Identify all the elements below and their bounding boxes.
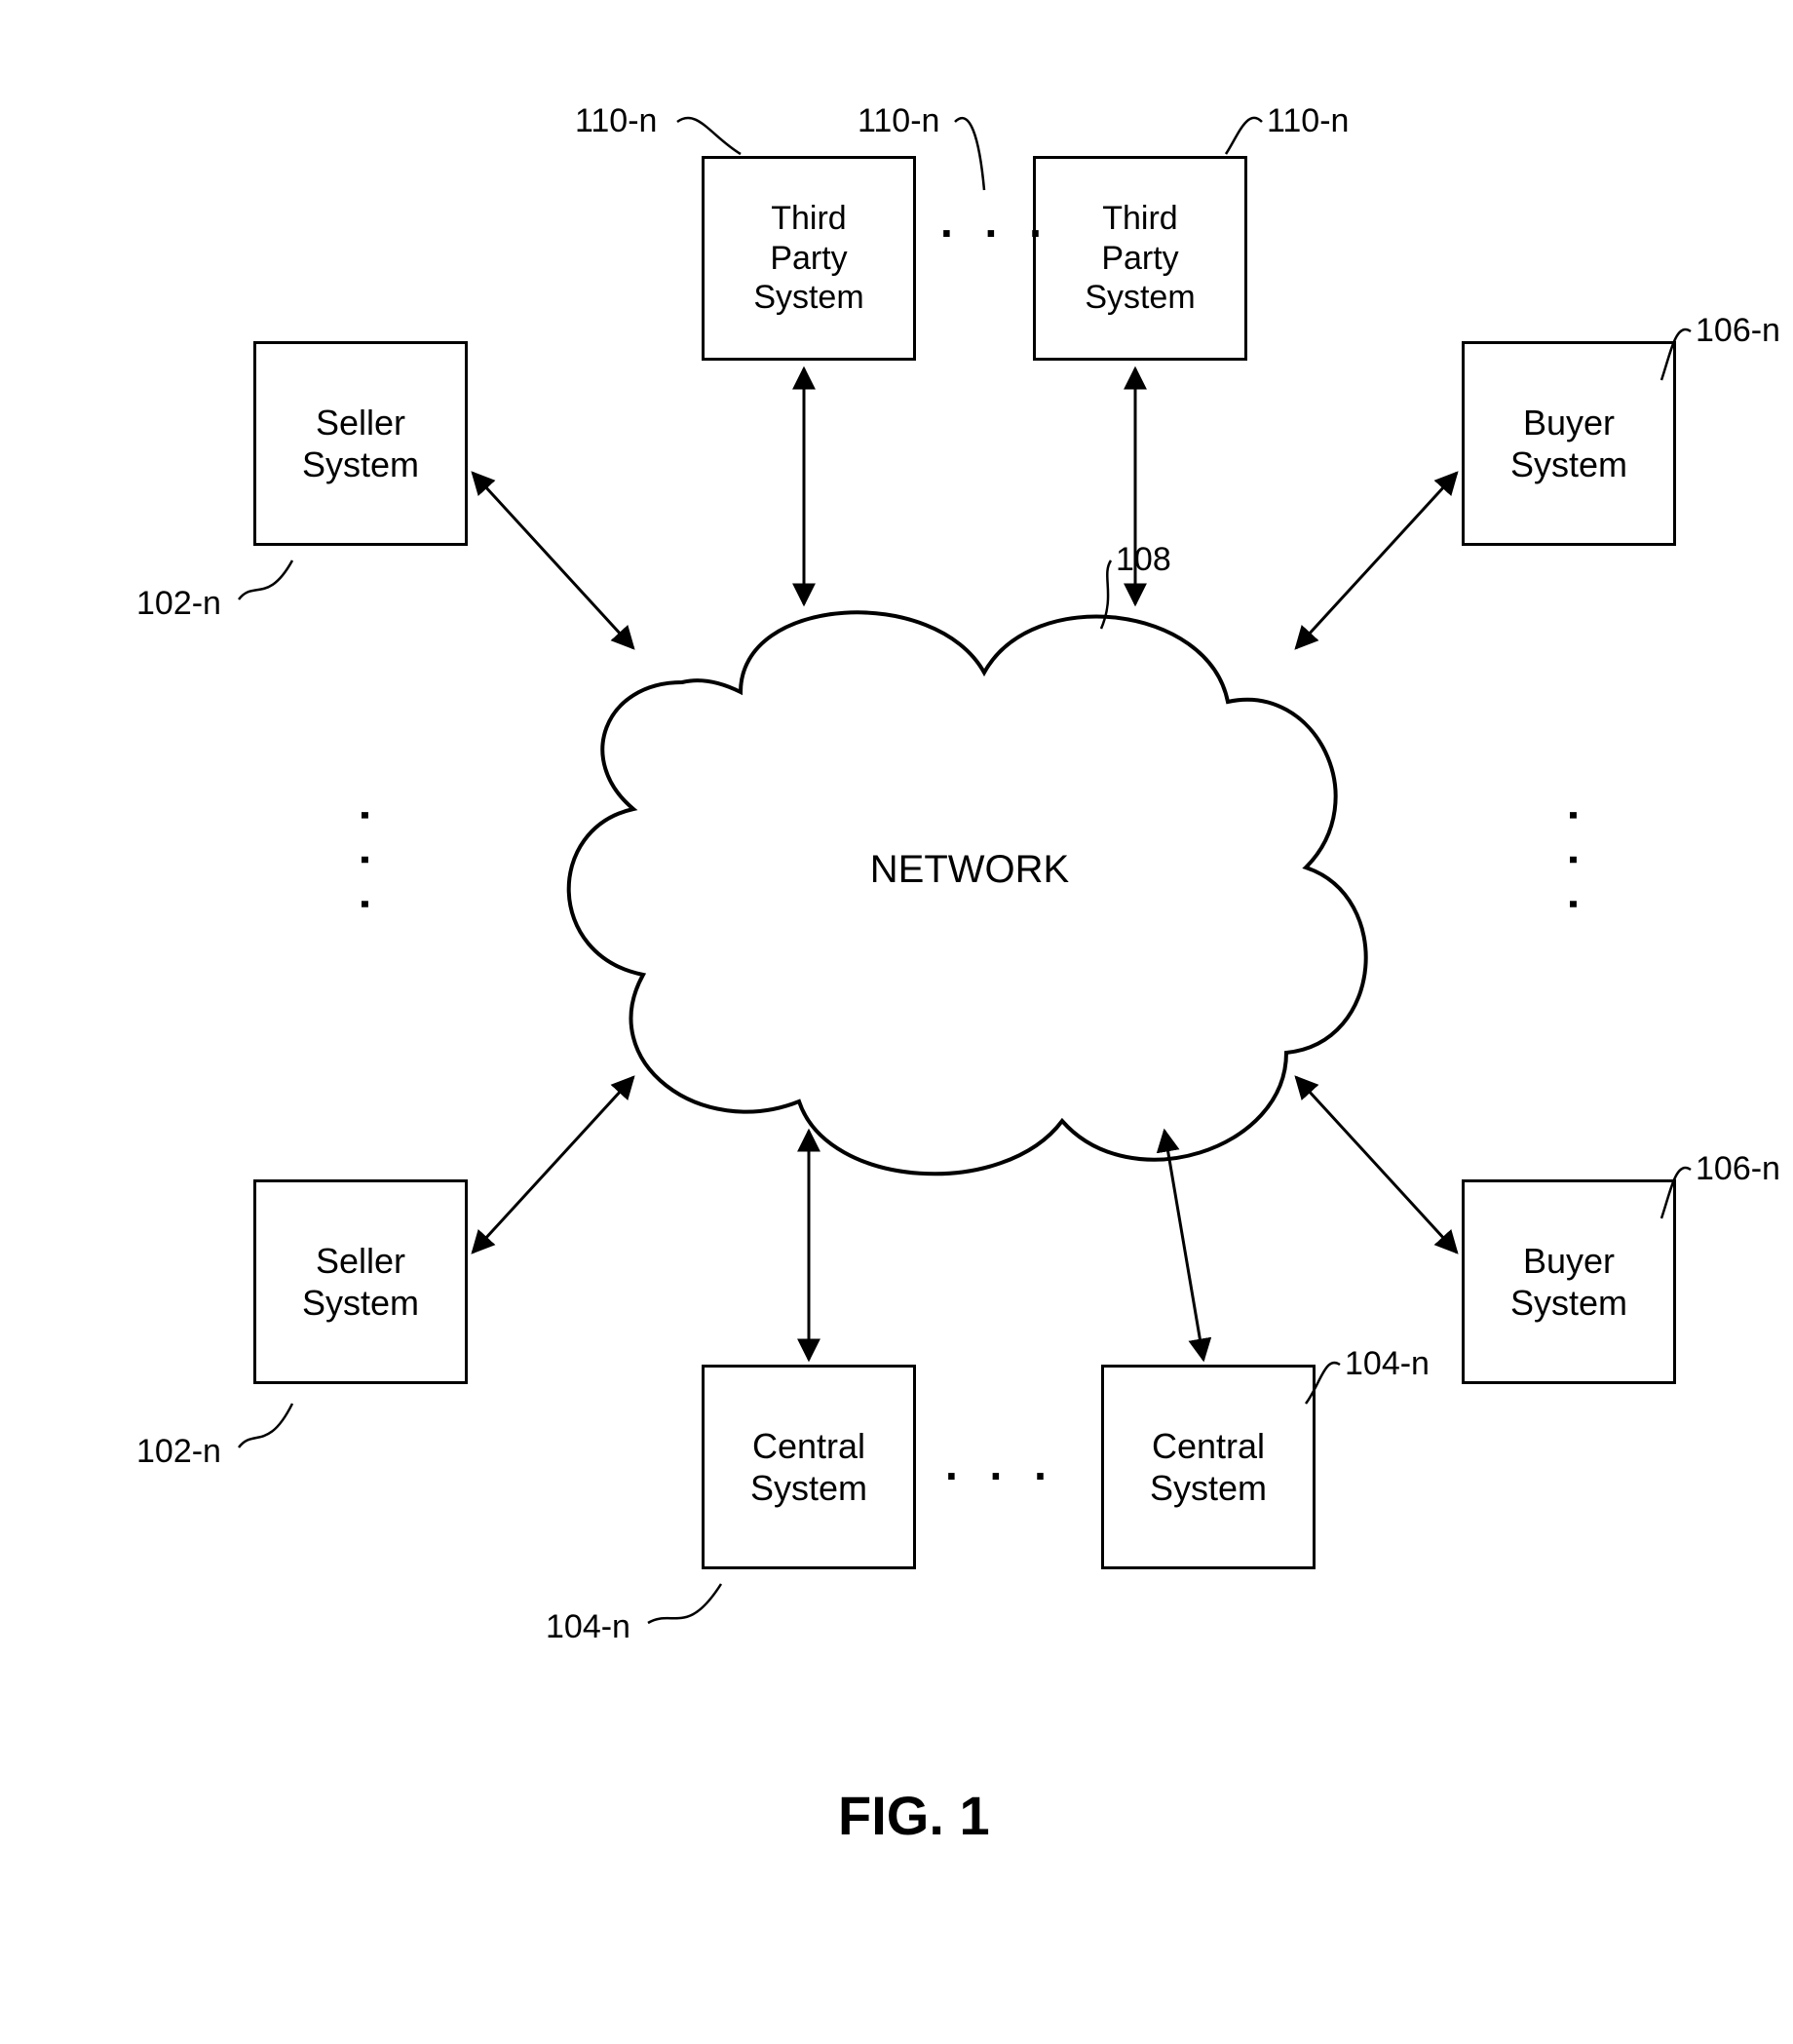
node-buyer-bot: BuyerSystem — [1462, 1179, 1676, 1384]
ref-central-right: 104-n — [1345, 1345, 1430, 1383]
ellipsis-central: . . . — [945, 1438, 1056, 1490]
node-label: SellerSystem — [302, 1240, 419, 1324]
node-seller-top: SellerSystem — [253, 341, 468, 546]
ref-third-left: 110-n — [575, 102, 657, 140]
node-label: BuyerSystem — [1510, 402, 1627, 485]
cloud-label: NETWORK — [870, 848, 1070, 891]
node-third-left: ThirdPartySystem — [702, 156, 916, 361]
ellipsis-third: . . . — [940, 195, 1051, 248]
figure-caption: FIG. 1 — [838, 1784, 990, 1847]
ref-seller-bot: 102-n — [136, 1433, 221, 1471]
node-central-left: CentralSystem — [702, 1365, 916, 1569]
ref-ellipsis-third: 110-n — [858, 102, 939, 140]
node-label: CentralSystem — [1150, 1425, 1267, 1509]
node-seller-bot: SellerSystem — [253, 1179, 468, 1384]
ref-cloud: 108 — [1116, 541, 1171, 579]
ref-buyer-top: 106-n — [1696, 312, 1780, 350]
page: SellerSystem SellerSystem ThirdPartySyst… — [0, 0, 1793, 2044]
ellipsis-buyer: . . . — [1559, 809, 1612, 920]
node-label: BuyerSystem — [1510, 1240, 1627, 1324]
ref-buyer-bot: 106-n — [1696, 1150, 1780, 1188]
node-label: ThirdPartySystem — [753, 199, 863, 318]
ref-seller-top: 102-n — [136, 585, 221, 623]
node-central-right: CentralSystem — [1101, 1365, 1316, 1569]
node-third-right: ThirdPartySystem — [1033, 156, 1247, 361]
node-label: CentralSystem — [750, 1425, 867, 1509]
node-label: ThirdPartySystem — [1085, 199, 1195, 318]
ref-third-right: 110-n — [1267, 102, 1349, 140]
ellipsis-seller: . . . — [351, 809, 403, 920]
cloud: NETWORK — [569, 612, 1366, 1174]
ref-central-left: 104-n — [546, 1608, 630, 1646]
arrows — [473, 368, 1457, 1360]
node-buyer-top: BuyerSystem — [1462, 341, 1676, 546]
node-label: SellerSystem — [302, 402, 419, 485]
